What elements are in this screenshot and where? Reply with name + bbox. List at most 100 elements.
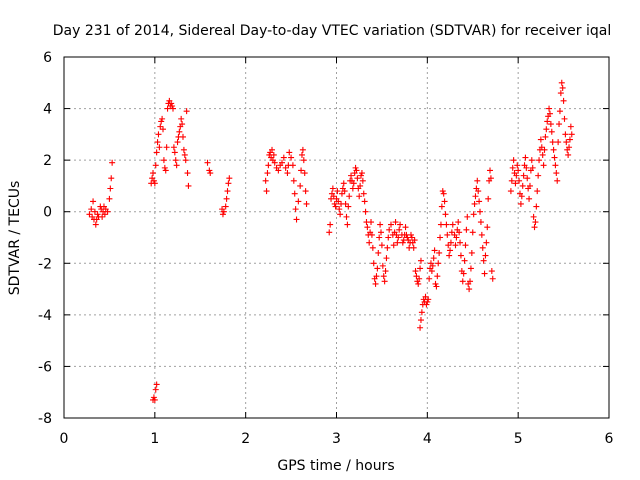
- data-point-plus: [99, 213, 106, 220]
- data-point-plus: [332, 203, 339, 210]
- data-point-plus: [442, 211, 449, 218]
- data-point-plus: [160, 126, 167, 133]
- data-point-plus: [368, 231, 375, 238]
- data-point-plus: [155, 131, 162, 138]
- data-point-plus: [472, 193, 479, 200]
- data-point-plus: [372, 280, 379, 287]
- data-point-plus: [157, 123, 164, 130]
- data-point-plus: [566, 136, 573, 143]
- data-point-plus: [437, 221, 444, 228]
- data-point-plus: [557, 90, 564, 97]
- data-point-plus: [477, 219, 484, 226]
- data-point-plus: [417, 317, 424, 324]
- data-point-plus: [170, 105, 176, 112]
- data-point-plus: [330, 193, 337, 200]
- data-point-plus: [288, 154, 295, 161]
- data-point-plus: [384, 244, 391, 251]
- data-point-plus: [373, 273, 380, 280]
- data-point-plus: [394, 239, 401, 246]
- data-point-plus: [408, 234, 415, 241]
- data-point-plus: [275, 167, 282, 174]
- data-point-plus: [471, 200, 478, 207]
- data-point-plus: [488, 268, 495, 275]
- data-point-plus: [223, 195, 230, 202]
- data-point-plus: [546, 110, 553, 117]
- data-point-plus: [150, 394, 157, 401]
- x-tick-label: 2: [241, 431, 250, 447]
- data-points: [86, 79, 575, 403]
- data-point-plus: [392, 219, 399, 226]
- data-point-plus: [431, 247, 438, 254]
- data-point-plus: [516, 177, 523, 184]
- data-point-plus: [380, 273, 387, 280]
- data-point-plus: [379, 262, 386, 269]
- data-point-plus: [520, 172, 527, 179]
- data-point-plus: [538, 144, 545, 151]
- data-point-plus: [219, 211, 226, 218]
- data-point-plus: [440, 190, 447, 197]
- data-point-plus: [423, 301, 430, 308]
- data-point-plus: [551, 154, 558, 161]
- data-point-plus: [464, 213, 471, 220]
- data-point-plus: [378, 242, 385, 249]
- data-point-plus: [348, 172, 355, 179]
- data-point-plus: [479, 244, 486, 251]
- data-point-plus: [383, 255, 390, 262]
- data-point-plus: [270, 151, 277, 158]
- data-point-plus: [432, 280, 439, 287]
- data-point-plus: [526, 182, 533, 189]
- data-point-plus: [179, 133, 186, 140]
- data-point-plus: [161, 164, 168, 171]
- data-point-plus: [326, 229, 333, 236]
- data-point-plus: [297, 182, 304, 189]
- data-point-plus: [476, 198, 483, 205]
- data-point-plus: [356, 193, 363, 200]
- data-point-plus: [293, 216, 300, 223]
- data-point-plus: [537, 136, 544, 143]
- data-point-plus: [469, 229, 476, 236]
- data-point-plus: [447, 239, 454, 246]
- data-point-plus: [374, 265, 381, 272]
- data-point-plus: [484, 224, 491, 231]
- data-point-plus: [298, 151, 305, 158]
- data-point-plus: [549, 139, 556, 146]
- data-point-plus: [86, 211, 93, 218]
- data-point-plus: [434, 273, 441, 280]
- data-point-plus: [397, 221, 404, 228]
- data-point-plus: [407, 231, 414, 238]
- y-axis-label: SDTVAR / TECUs: [7, 181, 23, 296]
- data-point-plus: [328, 195, 335, 202]
- y-tick-labels: -8 -6 -4 -2 0 2 4 6: [38, 50, 52, 427]
- x-tick-label: 1: [150, 431, 159, 447]
- data-point-plus: [290, 177, 297, 184]
- data-point-plus: [459, 278, 466, 285]
- data-point-plus: [523, 164, 530, 171]
- y-tick-label: -8: [38, 411, 52, 427]
- data-point-plus: [462, 242, 469, 249]
- data-point-plus: [300, 157, 307, 164]
- data-point-plus: [555, 139, 562, 146]
- data-point-plus: [449, 221, 456, 228]
- y-tick-label: -6: [38, 359, 52, 375]
- data-point-plus: [548, 128, 555, 135]
- data-point-plus: [536, 157, 543, 164]
- data-point-plus: [224, 188, 231, 195]
- data-point-plus: [185, 182, 192, 189]
- data-point-plus: [443, 221, 450, 228]
- data-point-plus: [378, 229, 385, 236]
- data-point-plus: [550, 146, 557, 153]
- data-point-plus: [410, 244, 417, 251]
- data-point-plus: [295, 198, 302, 205]
- data-point-plus: [170, 144, 177, 151]
- data-point-plus: [168, 100, 175, 107]
- y-tick-label: -2: [38, 256, 52, 272]
- data-point-plus: [512, 180, 519, 187]
- data-point-plus: [299, 146, 306, 153]
- data-point-plus: [542, 133, 549, 140]
- data-point-plus: [422, 293, 429, 300]
- data-point-plus: [467, 278, 474, 285]
- data-point-plus: [150, 177, 157, 184]
- data-point-plus: [331, 200, 338, 207]
- data-point-plus: [543, 126, 550, 133]
